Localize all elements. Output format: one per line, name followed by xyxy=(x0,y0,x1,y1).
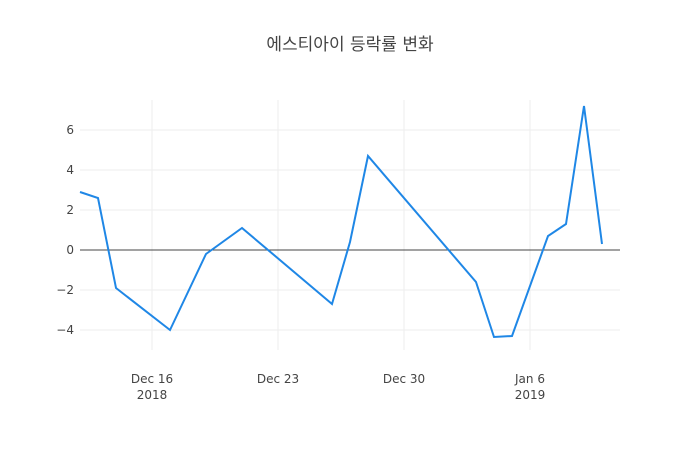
data-point xyxy=(168,328,172,332)
data-point xyxy=(204,252,208,256)
x-tick-label: Jan 6 xyxy=(514,372,545,386)
data-point xyxy=(546,234,550,238)
data-point xyxy=(492,335,496,339)
x-tick-label: Dec 30 xyxy=(383,372,425,386)
data-point xyxy=(114,286,118,290)
y-tick-label: −2 xyxy=(56,283,74,297)
grid-layer xyxy=(80,100,620,350)
series-line xyxy=(79,105,603,339)
data-point xyxy=(600,242,604,246)
y-tick-label: 0 xyxy=(66,243,74,257)
chart-title: 에스티아이 등락률 변화 xyxy=(266,35,434,55)
y-tick-label: −4 xyxy=(56,323,74,337)
data-point xyxy=(96,196,100,200)
y-tick-label: 2 xyxy=(66,203,74,217)
y-tick-label: 6 xyxy=(66,123,74,137)
data-point xyxy=(564,222,568,226)
axis-layer: −4 −2 0 2 4 6 Dec 16 2018 Dec 23 Dec 30 Jan 6 2019 xyxy=(56,123,620,402)
x-tick-year-label: 2018 xyxy=(137,388,168,402)
data-point xyxy=(330,302,334,306)
data-point xyxy=(78,190,82,194)
data-point xyxy=(240,226,244,230)
data-point xyxy=(582,104,586,108)
data-point xyxy=(474,280,478,284)
x-tick-label: Dec 23 xyxy=(257,372,299,386)
y-tick-label: 4 xyxy=(66,163,74,177)
data-point xyxy=(348,240,352,244)
x-tick-label: Dec 16 xyxy=(131,372,173,386)
data-point xyxy=(366,154,370,158)
x-tick-year-label: 2019 xyxy=(515,388,546,402)
series-layer xyxy=(78,104,604,339)
data-point xyxy=(510,334,514,338)
